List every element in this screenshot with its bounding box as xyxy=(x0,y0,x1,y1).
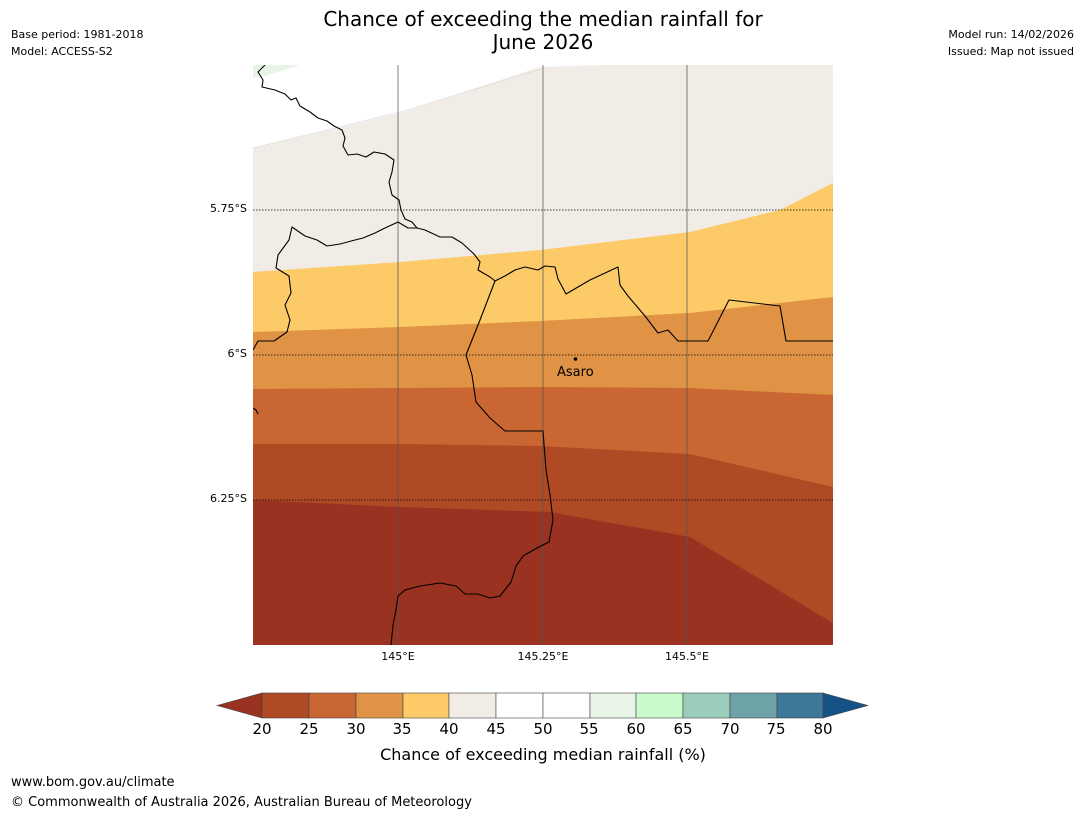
colorbar-extend-high xyxy=(822,692,870,719)
colorbar-tick: 40 xyxy=(439,720,459,738)
colorbar-tick: 70 xyxy=(720,720,740,738)
lon-tick-145e: 145°E xyxy=(381,650,415,663)
model-name: Model: ACCESS-S2 xyxy=(11,45,113,58)
colorbar-label: Chance of exceeding median rainfall (%) xyxy=(380,745,706,764)
lat-tick-5-75s: 5.75°S xyxy=(210,202,247,215)
colorbar-bin-60-65 xyxy=(635,692,684,719)
colorbar-bin-50-55 xyxy=(542,692,591,719)
lon-tick-145-25e: 145.25°E xyxy=(517,650,569,663)
colorbar-tick: 50 xyxy=(533,720,553,738)
footer-url: www.bom.gov.au/climate xyxy=(11,775,175,790)
lat-tick-6-25s: 6.25°S xyxy=(210,492,247,505)
colorbar-bin-75-80 xyxy=(776,692,824,719)
issued-status: Issued: Map not issued xyxy=(947,45,1074,58)
contour-line xyxy=(253,67,546,149)
colorbar-tick: 80 xyxy=(813,720,833,738)
title-line-1: Chance of exceeding the median rainfall … xyxy=(323,7,763,31)
map-area xyxy=(253,65,833,645)
colorbar-tick: 20 xyxy=(252,720,272,738)
boundary-stub xyxy=(253,407,259,415)
colorbar xyxy=(215,692,870,719)
colorbar-bin-30-35 xyxy=(355,692,404,719)
asaro-marker xyxy=(573,357,578,361)
boundary-west xyxy=(253,65,418,351)
meta-left: Base period: 1981-2018 Model: ACCESS-S2 xyxy=(11,26,143,60)
colorbar-bin-55-60 xyxy=(589,692,637,719)
boundary-central xyxy=(390,280,554,645)
lon-tick-145-5e: 145.5°E xyxy=(665,650,709,663)
boundaries xyxy=(253,65,833,645)
colorbar-extend-low xyxy=(215,692,263,719)
colorbar-bin-20-25 xyxy=(261,692,310,719)
map-title: Chance of exceeding the median rainfall … xyxy=(243,8,843,54)
colorbar-bin-40-45 xyxy=(448,692,497,719)
footer-copyright: © Commonwealth of Australia 2026, Austra… xyxy=(11,795,472,810)
colorbar-bin-35-40 xyxy=(402,692,450,719)
colorbar-bin-45-50 xyxy=(495,692,544,719)
colorbar-bin-70-75 xyxy=(729,692,778,719)
lat-tick-6s: 6°S xyxy=(227,347,247,360)
colorbar-tick: 60 xyxy=(626,720,646,738)
colorbar-bin-65-70 xyxy=(682,692,731,719)
model-run: Model run: 14/02/2026 xyxy=(948,28,1074,41)
place-label-asaro: Asaro xyxy=(557,365,594,380)
colorbar-tick: 75 xyxy=(766,720,786,738)
colorbar-bin-25-30 xyxy=(308,692,357,719)
colorbar-tick: 35 xyxy=(392,720,412,738)
colorbar-tick: 45 xyxy=(486,720,506,738)
colorbar-tick: 55 xyxy=(579,720,599,738)
band-55-60-patch xyxy=(253,65,300,78)
colorbar-tick: 25 xyxy=(299,720,319,738)
title-line-2: June 2026 xyxy=(492,30,594,54)
boundary-north-east xyxy=(416,227,833,342)
colorbar-tick: 65 xyxy=(673,720,693,738)
base-period: Base period: 1981-2018 xyxy=(11,28,144,41)
colorbar-tick: 30 xyxy=(346,720,366,738)
meta-right: Model run: 14/02/2026 Issued: Map not is… xyxy=(948,26,1074,60)
